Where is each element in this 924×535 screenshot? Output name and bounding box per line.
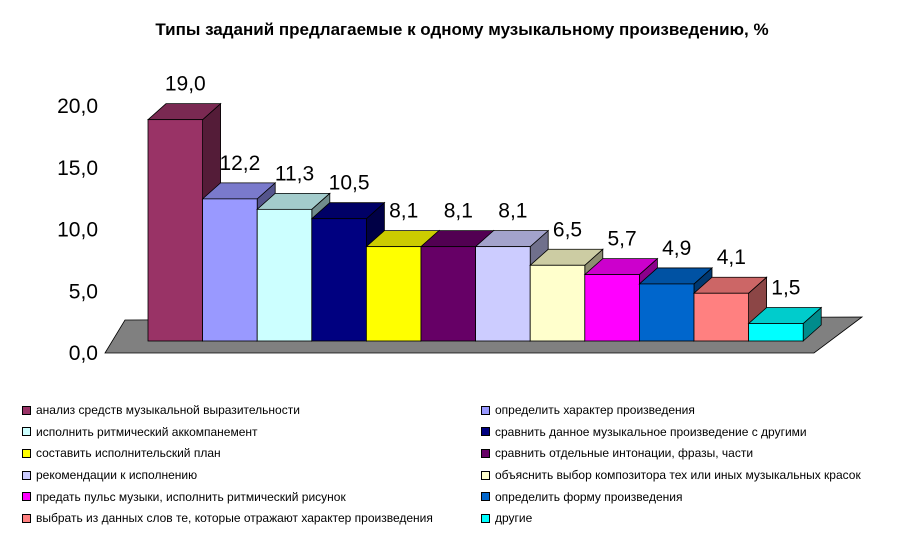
bar	[748, 323, 804, 342]
legend-item: рекомендации к исполнению	[22, 465, 481, 486]
legend: анализ средств музыкальной выразительнос…	[22, 400, 902, 529]
legend-item: объяснить выбор композитора тех или иных…	[481, 465, 901, 486]
data-label: 8,1	[498, 200, 527, 223]
y-tick-label: 10,0	[57, 219, 98, 242]
legend-label: составить исполнительский план	[36, 446, 221, 461]
legend-swatch	[22, 492, 31, 502]
legend-label: сравнить отдельные интонации, фразы, час…	[495, 446, 754, 461]
bar	[147, 119, 203, 342]
legend-label: объяснить выбор композитора тех или иных…	[495, 468, 861, 483]
bar	[365, 246, 422, 342]
legend-swatch	[481, 513, 490, 523]
legend-label: определить характер произведения	[495, 403, 695, 418]
legend-item: составить исполнительский план	[22, 443, 481, 464]
y-tick-label: 0,0	[69, 342, 98, 365]
data-label: 19,0	[165, 73, 206, 96]
bar	[475, 246, 531, 342]
legend-swatch	[481, 492, 490, 502]
legend-label: исполнить ритмический аккомпанемент	[36, 424, 258, 439]
chart-title: Типы заданий предлагаемые к одному музык…	[155, 20, 769, 39]
legend-item: выбрать из данных слов те, которые отраж…	[22, 508, 481, 529]
legend-label: анализ средств музыкальной выразительнос…	[36, 403, 300, 418]
data-label: 6,5	[553, 218, 582, 241]
bar	[420, 246, 476, 342]
legend-label: выбрать из данных слов те, которые отраж…	[36, 511, 433, 526]
y-tick-label: 5,0	[69, 280, 98, 303]
legend-swatch	[481, 448, 490, 458]
legend-swatch	[22, 513, 31, 523]
data-label: 4,1	[717, 246, 746, 269]
bar	[311, 218, 367, 342]
bar	[202, 198, 258, 342]
y-tick-label: 15,0	[57, 157, 98, 180]
legend-item: определить характер произведения	[481, 400, 901, 421]
legend-label: предать пульс музыки, исполнить ритмичес…	[36, 489, 346, 504]
legend-item: предать пульс музыки, исполнить ритмичес…	[22, 486, 481, 507]
legend-item: определить форму произведения	[481, 486, 901, 507]
legend-item: анализ средств музыкальной выразительнос…	[22, 400, 481, 421]
legend-item: исполнить ритмический аккомпанемент	[22, 422, 481, 443]
y-tick-label: 20,0	[57, 95, 98, 118]
legend-item: сравнить данное музыкальное произведение…	[481, 422, 901, 443]
legend-swatch	[481, 427, 490, 437]
bar	[584, 274, 640, 342]
data-label: 11,3	[275, 162, 314, 185]
bar	[529, 264, 586, 342]
legend-label: другие	[495, 511, 533, 526]
legend-swatch	[22, 405, 31, 415]
data-label: 12,2	[219, 152, 260, 175]
data-label: 8,1	[389, 200, 418, 223]
data-label: 1,5	[771, 277, 800, 300]
data-label: 10,5	[329, 172, 370, 195]
legend-item: сравнить отдельные интонации, фразы, час…	[481, 443, 901, 464]
bar	[256, 208, 313, 342]
bar	[639, 283, 695, 342]
legend-swatch	[481, 405, 490, 415]
legend-label: рекомендации к исполнению	[36, 468, 198, 483]
legend-swatch	[481, 470, 490, 480]
legend-label: сравнить данное музыкальное произведение…	[495, 424, 807, 439]
legend-swatch	[22, 470, 31, 480]
legend-item: другие	[481, 508, 901, 529]
legend-swatch	[22, 427, 31, 437]
data-label: 8,1	[444, 200, 473, 223]
data-label: 5,7	[607, 228, 636, 251]
data-label: 4,9	[662, 237, 691, 260]
legend-label: определить форму произведения	[495, 489, 683, 504]
legend-swatch	[22, 448, 31, 458]
bar	[693, 292, 749, 342]
